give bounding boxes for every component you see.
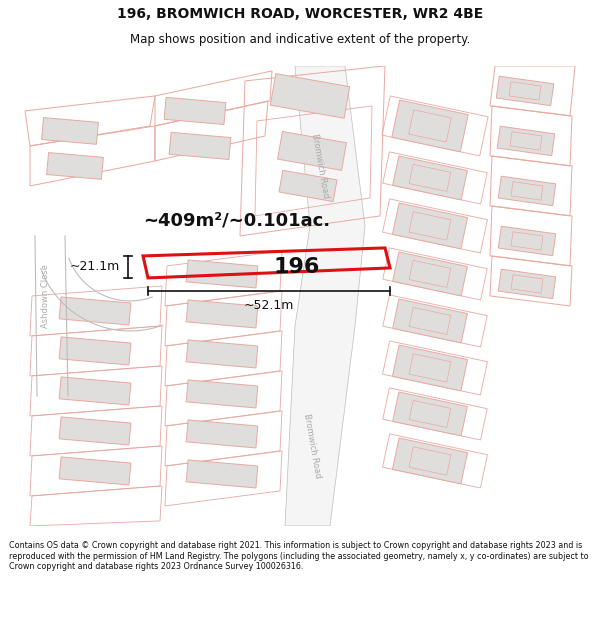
Polygon shape xyxy=(497,126,555,156)
Polygon shape xyxy=(511,182,543,200)
Polygon shape xyxy=(186,340,258,368)
Polygon shape xyxy=(409,261,451,288)
Polygon shape xyxy=(59,417,131,445)
Text: 196, BROMWICH ROAD, WORCESTER, WR2 4BE: 196, BROMWICH ROAD, WORCESTER, WR2 4BE xyxy=(117,8,483,21)
Polygon shape xyxy=(392,203,467,249)
Text: 196: 196 xyxy=(274,258,320,278)
Polygon shape xyxy=(186,300,258,328)
Polygon shape xyxy=(186,460,258,488)
Polygon shape xyxy=(278,131,346,171)
Polygon shape xyxy=(498,226,556,256)
Polygon shape xyxy=(498,269,556,299)
Polygon shape xyxy=(498,176,556,206)
Polygon shape xyxy=(59,457,131,485)
Polygon shape xyxy=(392,392,467,436)
Polygon shape xyxy=(509,82,541,100)
Text: Map shows position and indicative extent of the property.: Map shows position and indicative extent… xyxy=(130,33,470,46)
Polygon shape xyxy=(409,308,451,334)
Polygon shape xyxy=(186,420,258,448)
Polygon shape xyxy=(392,438,467,484)
Text: Contains OS data © Crown copyright and database right 2021. This information is : Contains OS data © Crown copyright and d… xyxy=(9,541,589,571)
Polygon shape xyxy=(59,297,131,325)
Polygon shape xyxy=(409,401,451,428)
Text: Ashdown Close: Ashdown Close xyxy=(41,264,49,328)
Polygon shape xyxy=(169,132,231,159)
Polygon shape xyxy=(285,66,365,526)
Polygon shape xyxy=(392,299,467,343)
Polygon shape xyxy=(279,171,337,201)
Text: Bromwich Road: Bromwich Road xyxy=(310,133,330,199)
Polygon shape xyxy=(59,337,131,365)
Text: ~21.1m: ~21.1m xyxy=(70,261,120,274)
Polygon shape xyxy=(164,98,226,124)
Polygon shape xyxy=(510,132,542,150)
Polygon shape xyxy=(47,152,103,179)
Polygon shape xyxy=(511,275,543,293)
Polygon shape xyxy=(392,252,467,296)
Polygon shape xyxy=(392,345,467,391)
Text: ~409m²/~0.101ac.: ~409m²/~0.101ac. xyxy=(143,212,330,230)
Polygon shape xyxy=(409,212,451,240)
Polygon shape xyxy=(496,76,554,106)
Polygon shape xyxy=(409,110,451,142)
Polygon shape xyxy=(270,74,350,118)
Text: Bromwich Road: Bromwich Road xyxy=(302,413,322,479)
Polygon shape xyxy=(59,377,131,405)
Polygon shape xyxy=(511,232,543,250)
Polygon shape xyxy=(392,100,468,152)
Polygon shape xyxy=(409,164,451,191)
Polygon shape xyxy=(41,118,98,144)
Polygon shape xyxy=(409,354,451,382)
Polygon shape xyxy=(0,66,600,526)
Text: ~52.1m: ~52.1m xyxy=(244,299,294,312)
Polygon shape xyxy=(392,156,467,200)
Polygon shape xyxy=(409,447,451,475)
Polygon shape xyxy=(186,260,258,288)
Polygon shape xyxy=(186,380,258,408)
